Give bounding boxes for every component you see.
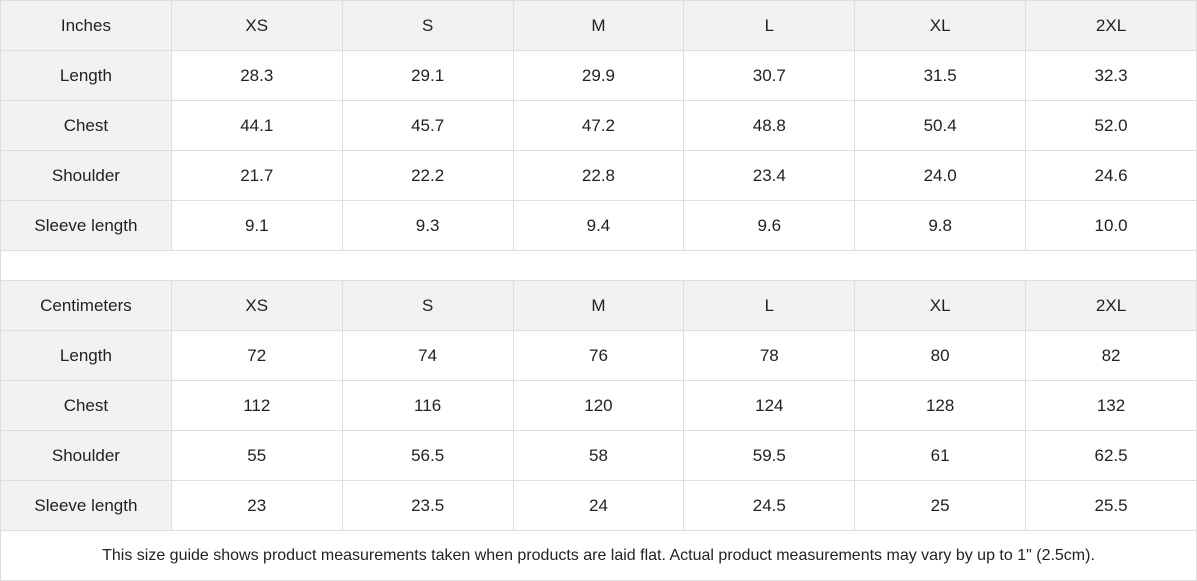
measurement-value: 22.2 [341,150,514,201]
spacer-row [0,250,1197,281]
measurement-label: Shoulder [0,150,172,201]
measurement-value: 58 [512,430,685,481]
measurement-label: Sleeve length [0,200,172,251]
size-header: XS [170,0,343,51]
table-row: Length 28.3 29.1 29.9 30.7 31.5 32.3 [0,50,1197,101]
unit-label: Centimeters [0,280,172,331]
size-header: XL [854,280,1027,331]
header-row: Centimeters XS S M L XL 2XL [0,280,1197,331]
table-row: Chest 112 116 120 124 128 132 [0,380,1197,431]
measurement-value: 29.1 [341,50,514,101]
measurement-value: 29.9 [512,50,685,101]
measurement-value: 112 [170,380,343,431]
measurement-value: 25 [854,480,1027,531]
measurement-value: 28.3 [170,50,343,101]
measurement-value: 132 [1025,380,1197,431]
table-row: Shoulder 21.7 22.2 22.8 23.4 24.0 24.6 [0,150,1197,201]
measurement-value: 61 [854,430,1027,481]
measurement-value: 80 [854,330,1027,381]
table-row: Chest 44.1 45.7 47.2 48.8 50.4 52.0 [0,100,1197,151]
size-header: L [683,280,856,331]
size-header: S [341,0,514,51]
measurement-value: 48.8 [683,100,856,151]
size-header: S [341,280,514,331]
table-row: Sleeve length 23 23.5 24 24.5 25 25.5 [0,480,1197,531]
measurement-label: Length [0,50,172,101]
measurement-label: Chest [0,100,172,151]
table-row: Sleeve length 9.1 9.3 9.4 9.6 9.8 10.0 [0,200,1197,251]
size-header: XS [170,280,343,331]
measurement-value: 23.5 [341,480,514,531]
measurement-value: 52.0 [1025,100,1197,151]
spacer-cell [0,250,1197,281]
unit-label: Inches [0,0,172,51]
measurement-value: 124 [683,380,856,431]
measurement-value: 21.7 [170,150,343,201]
size-guide-note: This size guide shows product measuremen… [0,530,1197,581]
measurement-value: 128 [854,380,1027,431]
measurement-value: 22.8 [512,150,685,201]
measurement-value: 72 [170,330,343,381]
size-header: M [512,280,685,331]
header-row: Inches XS S M L XL 2XL [0,0,1197,51]
measurement-value: 23.4 [683,150,856,201]
measurement-value: 116 [341,380,514,431]
measurement-value: 31.5 [854,50,1027,101]
measurement-value: 56.5 [341,430,514,481]
measurement-value: 55 [170,430,343,481]
size-header: L [683,0,856,51]
measurement-value: 24.0 [854,150,1027,201]
measurement-value: 10.0 [1025,200,1197,251]
measurement-label: Shoulder [0,430,172,481]
measurement-value: 25.5 [1025,480,1197,531]
measurement-value: 50.4 [854,100,1027,151]
measurement-value: 44.1 [170,100,343,151]
size-header: 2XL [1025,280,1197,331]
measurement-value: 45.7 [341,100,514,151]
measurement-value: 62.5 [1025,430,1197,481]
measurement-value: 9.8 [854,200,1027,251]
measurement-value: 23 [170,480,343,531]
size-header: M [512,0,685,51]
table-row: Shoulder 55 56.5 58 59.5 61 62.5 [0,430,1197,481]
measurement-value: 9.1 [170,200,343,251]
measurement-value: 9.3 [341,200,514,251]
measurement-value: 74 [341,330,514,381]
measurement-value: 30.7 [683,50,856,101]
measurement-value: 9.6 [683,200,856,251]
measurement-value: 78 [683,330,856,381]
measurement-label: Sleeve length [0,480,172,531]
size-header: XL [854,0,1027,51]
measurement-value: 24.5 [683,480,856,531]
measurement-label: Chest [0,380,172,431]
measurement-value: 76 [512,330,685,381]
measurement-value: 120 [512,380,685,431]
measurement-value: 47.2 [512,100,685,151]
measurement-value: 24.6 [1025,150,1197,201]
measurement-value: 24 [512,480,685,531]
note-row: This size guide shows product measuremen… [0,530,1197,581]
measurement-value: 9.4 [512,200,685,251]
measurement-value: 82 [1025,330,1197,381]
table-row: Length 72 74 76 78 80 82 [0,330,1197,381]
size-header: 2XL [1025,0,1197,51]
measurement-value: 32.3 [1025,50,1197,101]
measurement-value: 59.5 [683,430,856,481]
measurement-label: Length [0,330,172,381]
